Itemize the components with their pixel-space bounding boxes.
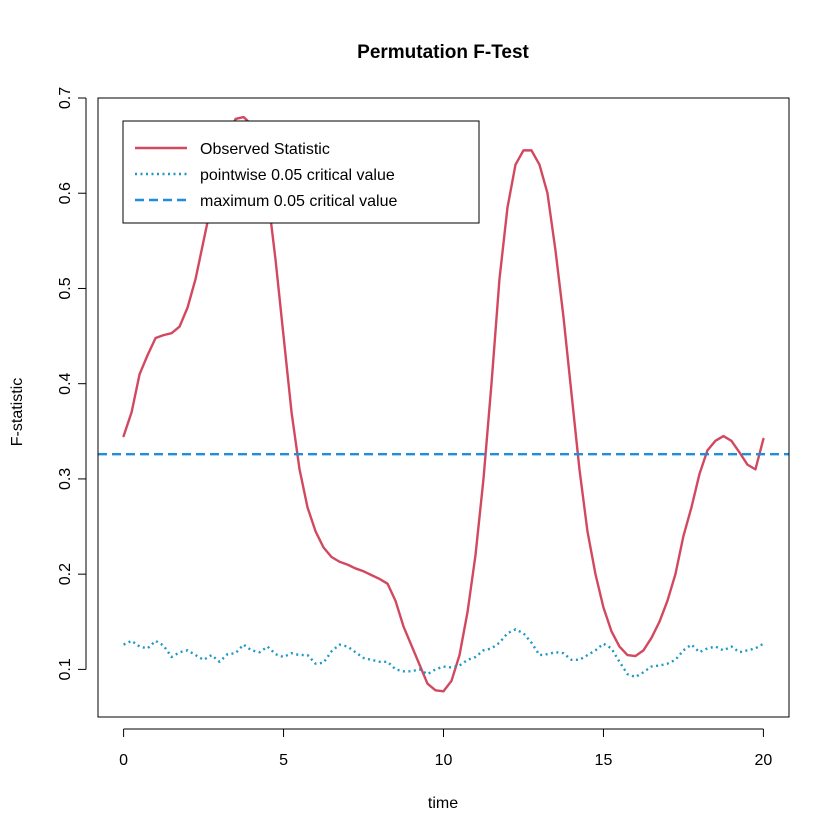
legend-label-2: maximum 0.05 critical value xyxy=(200,193,398,210)
y-tick-label: 0.2 xyxy=(57,563,74,585)
plot-frame xyxy=(97,97,790,718)
y-tick-label: 0.5 xyxy=(57,277,74,299)
y-axis-label: F-statistic xyxy=(9,378,26,446)
x-tick-label: 0 xyxy=(119,752,128,769)
legend-label-0: Observed Statistic xyxy=(200,141,330,158)
y-tick-label: 0.7 xyxy=(57,87,74,109)
y-tick-label: 0.6 xyxy=(57,182,74,204)
y-tick-label: 0.3 xyxy=(57,468,74,490)
x-tick-label: 20 xyxy=(755,752,773,769)
legend: Observed Statistic pointwise 0.05 critica… xyxy=(122,120,480,224)
x-tick-label: 15 xyxy=(595,752,613,769)
series-line-1 xyxy=(123,628,765,679)
legend-box xyxy=(122,120,480,224)
chart-title: Permutation F-Test xyxy=(357,42,529,63)
y-tick-label: 0.1 xyxy=(57,658,74,680)
y-tick-label: 0.4 xyxy=(57,372,74,394)
legend-label-1: pointwise 0.05 critical value xyxy=(200,167,395,184)
axes: 0 5 10 15 20 0.1 0.2 0.3 0.4 0.5 0.6 0.7 xyxy=(57,87,772,769)
x-tick-label: 5 xyxy=(279,752,288,769)
x-axis-label: time xyxy=(428,795,458,812)
x-tick-label: 10 xyxy=(435,752,453,769)
